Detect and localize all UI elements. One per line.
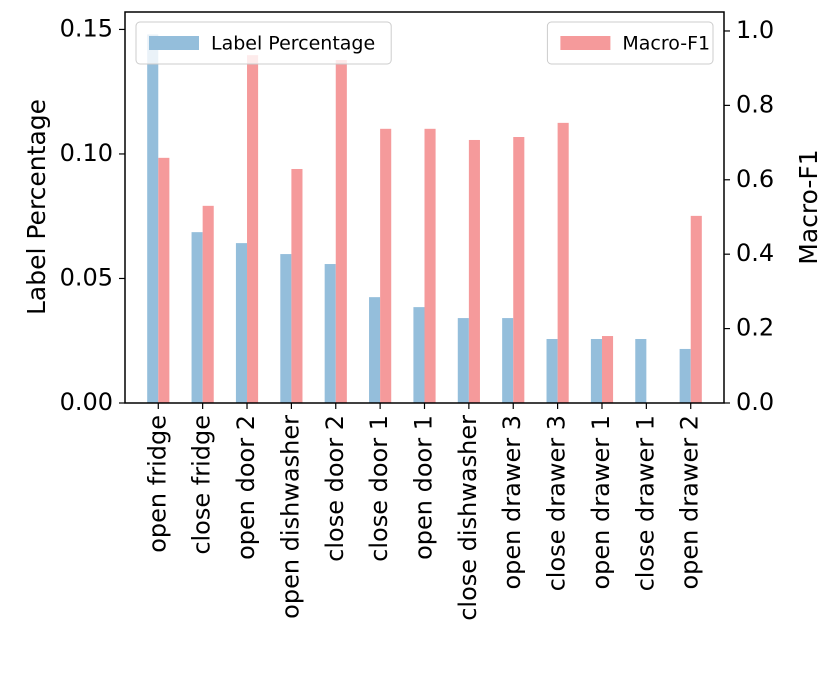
bar: [324, 264, 336, 403]
y-tick-label: 0.10: [60, 139, 113, 167]
bar: [635, 338, 647, 403]
y2-tick-label: 0.8: [736, 90, 774, 118]
bar: [513, 137, 525, 403]
x-tick-label: open drawer 3: [498, 415, 526, 590]
plot-frame: [124, 11, 725, 404]
x-tick-label: close door 2: [321, 415, 349, 562]
legend-swatch: [149, 36, 199, 50]
bar: [291, 168, 303, 403]
x-tick-label: close fridge: [188, 415, 216, 555]
x-tick-label: close door 1: [365, 415, 393, 562]
bar: [679, 348, 691, 403]
bar: [280, 254, 292, 403]
y2-axis-label: Macro-F1: [794, 149, 823, 264]
y2-tick-label: 0.0: [736, 388, 774, 416]
y-tick-label: 0.15: [60, 14, 113, 42]
bar: [424, 128, 436, 404]
bar: [457, 318, 469, 403]
bar: [502, 318, 514, 403]
y2-tick-label: 0.6: [736, 165, 774, 193]
legend-swatch: [560, 36, 611, 50]
bar: [247, 55, 259, 403]
x-tick-label: open drawer 2: [676, 415, 704, 590]
bar: [601, 336, 614, 403]
bar: [690, 215, 702, 403]
x-tick-label: open drawer 1: [587, 415, 615, 590]
bar: [235, 243, 248, 403]
y2-tick-label: 0.2: [736, 314, 774, 342]
y-tick-label: 0.00: [60, 388, 113, 416]
x-tick-label: open dishwasher: [276, 415, 304, 619]
bar: [590, 338, 602, 403]
legend-box: [135, 21, 392, 65]
bar: [158, 157, 170, 403]
x-tick-label: open door 1: [410, 415, 438, 560]
bar: [546, 338, 558, 403]
y2-tick-label: 0.4: [736, 239, 774, 267]
x-tick-label: close drawer 1: [631, 415, 659, 591]
bar: [335, 59, 347, 404]
bar: [557, 122, 569, 403]
bar: [147, 34, 159, 404]
x-tick-label: open door 2: [232, 415, 260, 560]
y2-tick-label: 1.0: [736, 16, 774, 44]
y-axis-label: Label Percentage: [22, 99, 51, 315]
bar: [413, 307, 425, 403]
x-tick-label: close drawer 3: [543, 415, 571, 591]
bar: [369, 297, 381, 403]
x-tick-label: open fridge: [143, 415, 171, 553]
y-tick-label: 0.05: [60, 263, 113, 291]
legend-label: Macro-F1: [622, 33, 710, 55]
bar: [202, 205, 214, 403]
legend-label: Label Percentage: [211, 33, 375, 55]
bar: [468, 139, 480, 403]
x-tick-label: close dishwasher: [454, 415, 482, 621]
legend-box: [546, 21, 714, 65]
bar: [380, 128, 392, 404]
bar: [191, 232, 203, 403]
